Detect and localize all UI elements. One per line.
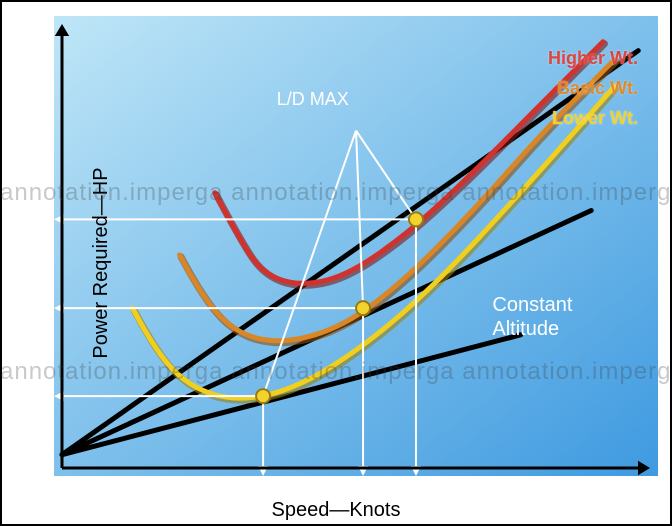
ld-max-label: L/D MAX — [277, 89, 349, 110]
curve-label-basic: Basic Wt. — [557, 78, 638, 99]
chart-frame: Power Required—HP Speed—Knots Higher Wt.… — [0, 0, 672, 526]
y-axis-label: Power Required—HP — [90, 167, 113, 358]
x-axis-label: Speed—Knots — [272, 499, 401, 522]
constant-altitude-line2: Altitude — [492, 318, 559, 340]
constant-altitude-label: Constant Altitude — [492, 293, 572, 341]
constant-altitude-line1: Constant — [492, 294, 572, 316]
curve-label-higher: Higher Wt. — [548, 48, 638, 69]
curve-label-lower: Lower Wt. — [552, 108, 638, 129]
